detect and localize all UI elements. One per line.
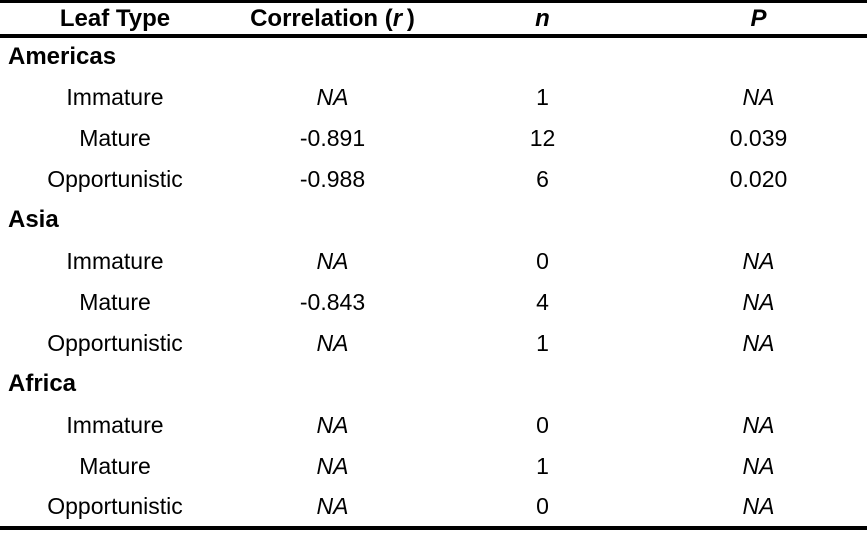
cell-n: 0	[536, 247, 549, 274]
cell-p: NA	[742, 288, 775, 315]
row-americas-mature: Mature -0.891 12 0.039	[0, 118, 867, 159]
cell-p: NA	[742, 83, 775, 110]
cell-leaf-type: Opportunistic	[47, 165, 183, 192]
cell-p: 0.039	[729, 124, 788, 151]
cell-leaf-type: Immature	[66, 247, 164, 274]
row-asia-opportunistic: Opportunistic NA 1 NA	[0, 323, 867, 364]
cell-leaf-type: Mature	[79, 288, 151, 315]
section-label: Americas	[8, 43, 117, 70]
cell-correlation: -0.891	[299, 124, 366, 151]
cell-correlation: -0.843	[299, 288, 366, 315]
row-americas-immature: Immature NA 1 NA	[0, 77, 867, 118]
cell-p: NA	[742, 411, 775, 438]
cell-leaf-type: Mature	[79, 124, 151, 151]
cell-leaf-type: Mature	[79, 452, 151, 479]
row-africa-immature: Immature NA 0 NA	[0, 405, 867, 446]
cell-n: 1	[536, 329, 549, 356]
cell-leaf-type: Immature	[66, 83, 164, 110]
cell-n: 1	[536, 452, 549, 479]
cell-n: 0	[536, 492, 549, 519]
cell-p: NA	[742, 492, 775, 519]
cell-p: 0.020	[729, 165, 788, 192]
correlation-header-prefix: Correlation (	[250, 5, 393, 33]
section-label: Asia	[8, 206, 59, 233]
row-americas-opportunistic: Opportunistic -0.988 6 0.020	[0, 159, 867, 200]
cell-leaf-type: Immature	[66, 411, 164, 438]
section-row-americas: Americas	[0, 36, 867, 77]
cell-correlation: NA	[316, 247, 349, 274]
cell-n: 6	[536, 165, 549, 192]
column-header-leaf-type: Leaf Type	[0, 1, 230, 38]
cell-correlation: -0.988	[299, 165, 366, 192]
cell-correlation: NA	[316, 492, 349, 519]
column-header-n: n	[435, 1, 650, 38]
row-asia-mature: Mature -0.843 4 NA	[0, 282, 867, 323]
table-header-row: Leaf Type Correlation (r ) n P	[0, 1, 867, 38]
cell-correlation: NA	[316, 411, 349, 438]
cell-p: NA	[742, 329, 775, 356]
cell-leaf-type: Opportunistic	[47, 492, 183, 519]
cell-leaf-type: Opportunistic	[47, 329, 183, 356]
cell-n: 4	[536, 288, 549, 315]
cell-p: NA	[742, 247, 775, 274]
cell-p: NA	[742, 452, 775, 479]
cell-n: 12	[529, 124, 556, 151]
column-header-p: P	[650, 1, 867, 38]
cell-n: 0	[536, 411, 549, 438]
cell-n: 1	[536, 83, 549, 110]
row-africa-opportunistic: Opportunistic NA 0 NA	[0, 487, 867, 528]
correlation-r-symbol: r	[392, 5, 403, 33]
correlation-header-suffix: )	[402, 5, 415, 33]
cell-correlation: NA	[316, 329, 349, 356]
section-row-africa: Africa	[0, 364, 867, 405]
row-africa-mature: Mature NA 1 NA	[0, 446, 867, 487]
cell-correlation: NA	[316, 83, 349, 110]
section-label: Africa	[8, 370, 77, 397]
section-row-asia: Asia	[0, 200, 867, 241]
column-header-correlation: Correlation (r )	[230, 1, 435, 38]
cell-correlation: NA	[316, 452, 349, 479]
row-asia-immature: Immature NA 0 NA	[0, 241, 867, 282]
